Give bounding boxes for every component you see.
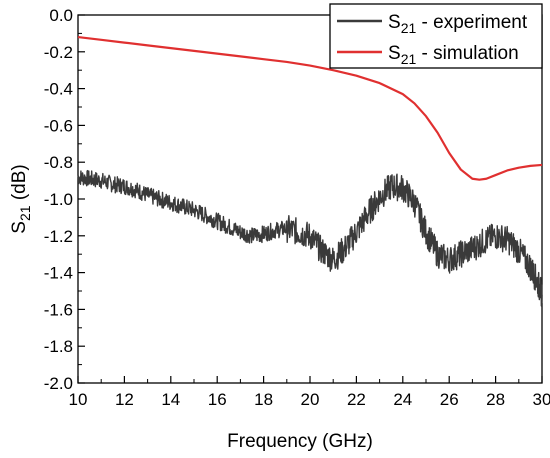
legend: S21 - experiment S21 - simulation xyxy=(329,3,543,69)
x-tick-label: 16 xyxy=(208,390,227,409)
plot-frame xyxy=(77,14,543,384)
x-tick-label: 28 xyxy=(486,390,505,409)
y-axis-title-sub: 21 xyxy=(17,205,33,221)
legend-label-experiment: S21 - experiment xyxy=(388,12,528,36)
x-tick-label: 22 xyxy=(347,390,366,409)
x-tick-label: 14 xyxy=(161,390,180,409)
x-tick-label: 24 xyxy=(393,390,412,409)
legend-label-simulation: S21 - simulation xyxy=(388,43,519,67)
x-tick-label: 18 xyxy=(254,390,273,409)
y-tick-label: -1.4 xyxy=(44,264,73,283)
y-tick-label: -0.4 xyxy=(44,80,73,99)
y-tick-label: -0.6 xyxy=(44,116,73,135)
series-simulation-line xyxy=(77,35,543,181)
y-tick-label: -1.8 xyxy=(44,337,73,356)
y-tick-label: -0.8 xyxy=(44,153,73,172)
x-tick-label: 26 xyxy=(440,390,459,409)
x-tick-label: 10 xyxy=(69,390,88,409)
y-tick-label: -1.2 xyxy=(44,227,73,246)
x-tick-label: 12 xyxy=(115,390,134,409)
x-tick-label: 30 xyxy=(533,390,550,409)
y-axis-title-main: S xyxy=(9,221,30,234)
x-axis-title: Frequency (GHz) xyxy=(227,431,373,452)
y-tick-label: -0.2 xyxy=(44,43,73,62)
y-tick-label: 0.0 xyxy=(49,6,73,25)
x-tick-label: 20 xyxy=(301,390,320,409)
series-lines xyxy=(77,35,543,307)
series-experiment-line xyxy=(77,169,543,307)
legend-box xyxy=(329,3,543,69)
y-tick-label: -1.6 xyxy=(44,300,73,319)
y-axis-ticks: 0.0 -0.2 -0.4 -0.6 -0.8 -1.0 -1.2 -1.4 -1.6 -1.8 -… xyxy=(44,6,85,393)
y-tick-label: -1.0 xyxy=(44,190,73,209)
y-axis-title: S21 (dB) xyxy=(9,164,33,233)
y-axis-title-tail: (dB) xyxy=(9,164,30,205)
x-axis-ticks: 10 12 14 16 18 20 22 24 26 28 30 xyxy=(69,376,550,409)
y-tick-label: -2.0 xyxy=(44,374,73,393)
